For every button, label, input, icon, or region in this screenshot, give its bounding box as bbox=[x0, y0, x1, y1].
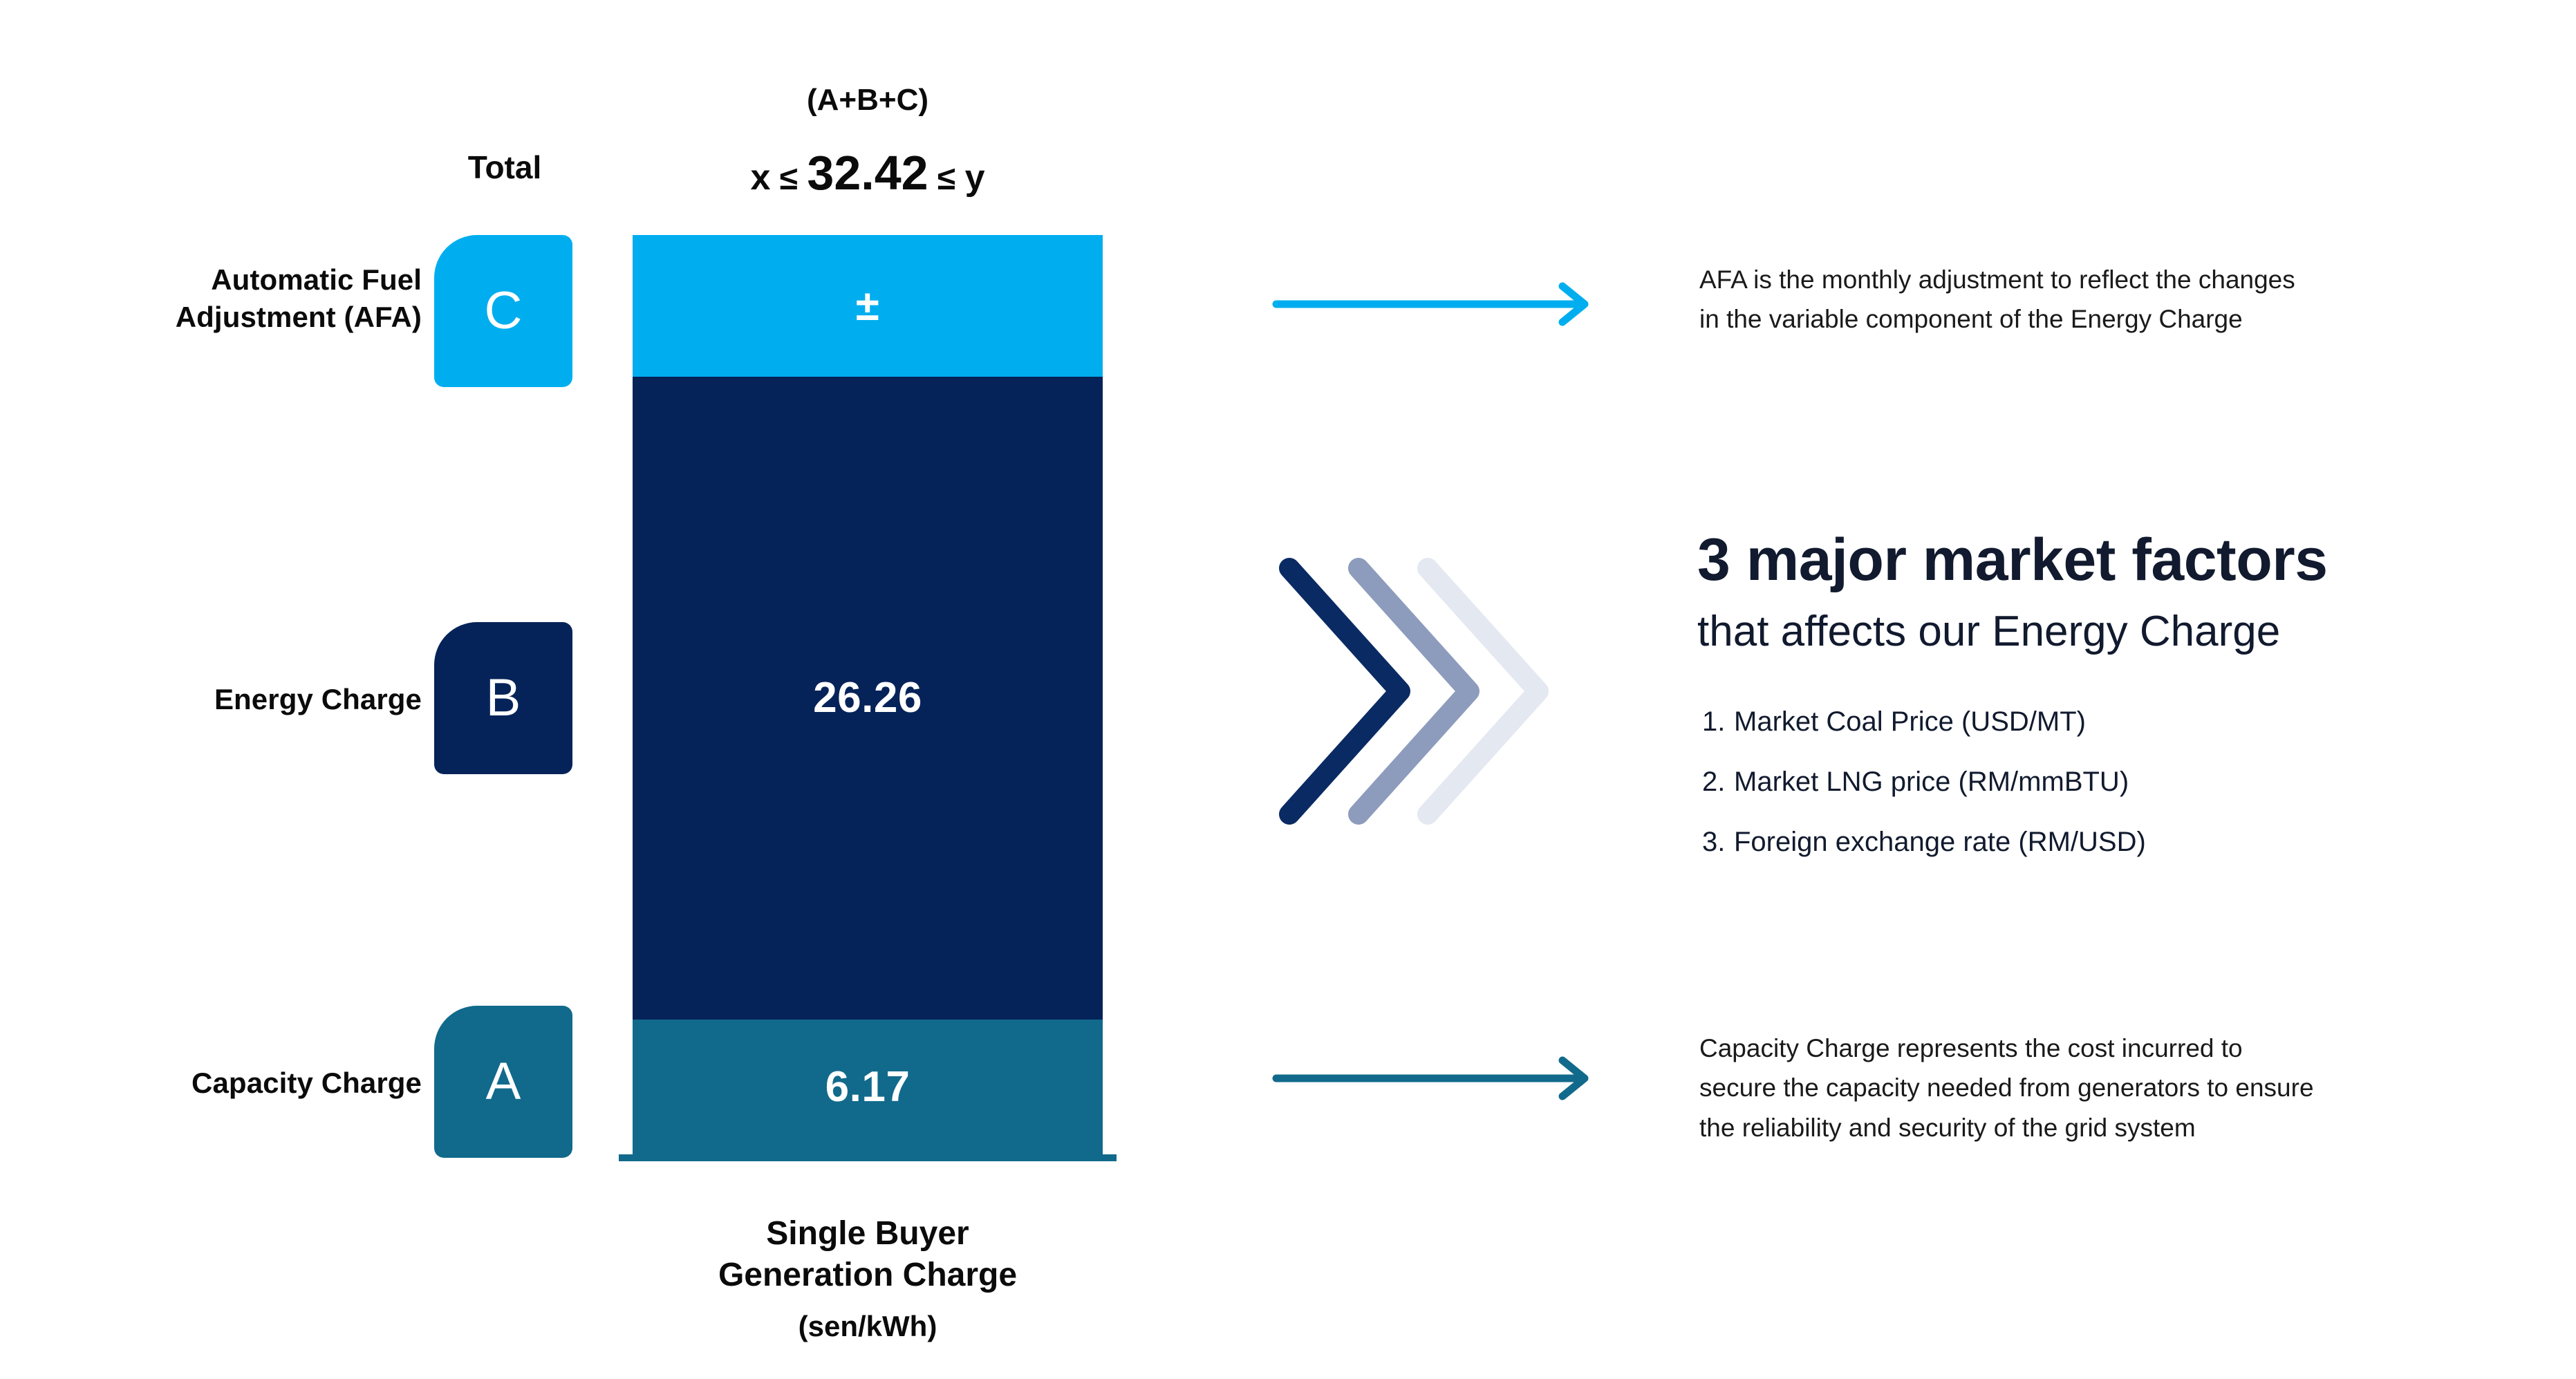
factor-1-text: Market Coal Price (USD/MT) bbox=[1734, 706, 2086, 737]
bar-segment-capacity: 6.17 bbox=[633, 1020, 1103, 1154]
arrow-to-afa-note bbox=[1272, 282, 1589, 326]
bar-caption-line2: Generation Charge bbox=[718, 1257, 1018, 1293]
list-item: 3. Foreign exchange rate (RM/USD) bbox=[1702, 828, 2146, 856]
bar-baseline bbox=[619, 1154, 1117, 1161]
note-capacity: Capacity Charge represents the cost incu… bbox=[1699, 1029, 2474, 1147]
bar-segment-afa: ± bbox=[633, 235, 1103, 377]
row-label-energy: Energy Charge bbox=[124, 681, 422, 718]
note-capacity-line2: secure the capacity needed from generato… bbox=[1699, 1073, 2314, 1103]
bar-segment-afa-value: ± bbox=[855, 281, 880, 330]
factor-2-text: Market LNG price (RM/mmBTU) bbox=[1734, 767, 2129, 797]
total-lower-bound: x bbox=[750, 158, 771, 198]
row-label-afa-line2: Adjustment (AFA) bbox=[175, 300, 422, 333]
bar-segment-energy: 26.26 bbox=[633, 377, 1103, 1020]
list-item: 2. Market LNG price (RM/mmBTU) bbox=[1702, 768, 2146, 796]
badge-b-letter: B bbox=[485, 668, 521, 727]
row-label-afa-line1: Automatic Fuel bbox=[211, 263, 422, 296]
total-value-expression: x ≤ 32.42 ≤ y bbox=[633, 145, 1103, 200]
total-inequality-left: ≤ bbox=[779, 160, 799, 197]
total-inequality-right: ≤ bbox=[937, 160, 956, 197]
bar-caption: Single Buyer Generation Charge bbox=[557, 1213, 1179, 1296]
note-capacity-line3: the reliability and security of the grid… bbox=[1699, 1113, 2196, 1142]
factor-1-number: 1. bbox=[1702, 706, 1726, 737]
total-label: Total bbox=[467, 149, 542, 185]
factors-list: 1. Market Coal Price (USD/MT) 2. Market … bbox=[1702, 708, 2146, 888]
total-upper-bound: y bbox=[964, 158, 985, 198]
bar-caption-line1: Single Buyer bbox=[766, 1215, 969, 1252]
badge-a-letter: A bbox=[485, 1052, 521, 1111]
badge-c-letter: C bbox=[484, 281, 523, 340]
bar-segment-energy-value: 26.26 bbox=[813, 674, 922, 722]
note-afa-line2: in the variable component of the Energy … bbox=[1699, 305, 2243, 334]
bar-segment-capacity-value: 6.17 bbox=[825, 1062, 911, 1111]
list-item: 1. Market Coal Price (USD/MT) bbox=[1702, 708, 2146, 735]
note-afa-line1: AFA is the monthly adjustment to reflect… bbox=[1699, 265, 2295, 294]
factors-subheading: that affects our Energy Charge bbox=[1697, 608, 2281, 655]
badge-c: C bbox=[434, 235, 572, 387]
factor-3-number: 3. bbox=[1702, 827, 1726, 857]
note-afa: AFA is the monthly adjustment to reflect… bbox=[1699, 260, 2474, 339]
note-capacity-line1: Capacity Charge represents the cost incu… bbox=[1699, 1034, 2243, 1062]
row-label-energy-line1: Energy Charge bbox=[214, 683, 422, 715]
row-label-capacity-line1: Capacity Charge bbox=[192, 1067, 422, 1099]
factor-2-number: 2. bbox=[1702, 767, 1726, 797]
total-formula: (A+B+C) bbox=[806, 83, 929, 117]
badge-a: A bbox=[434, 1006, 572, 1158]
bar-unit: (sen/kWh) bbox=[798, 1310, 937, 1342]
arrow-to-capacity-note bbox=[1272, 1056, 1589, 1100]
badge-b: B bbox=[434, 622, 572, 774]
row-label-afa: Automatic Fuel Adjustment (AFA) bbox=[124, 261, 422, 336]
triple-chevron-icon bbox=[1279, 558, 1549, 825]
factors-heading: 3 major market factors bbox=[1697, 527, 2328, 593]
factor-3-text: Foreign exchange rate (RM/USD) bbox=[1734, 827, 2146, 857]
total-value: 32.42 bbox=[807, 146, 928, 200]
row-label-capacity: Capacity Charge bbox=[124, 1064, 422, 1102]
